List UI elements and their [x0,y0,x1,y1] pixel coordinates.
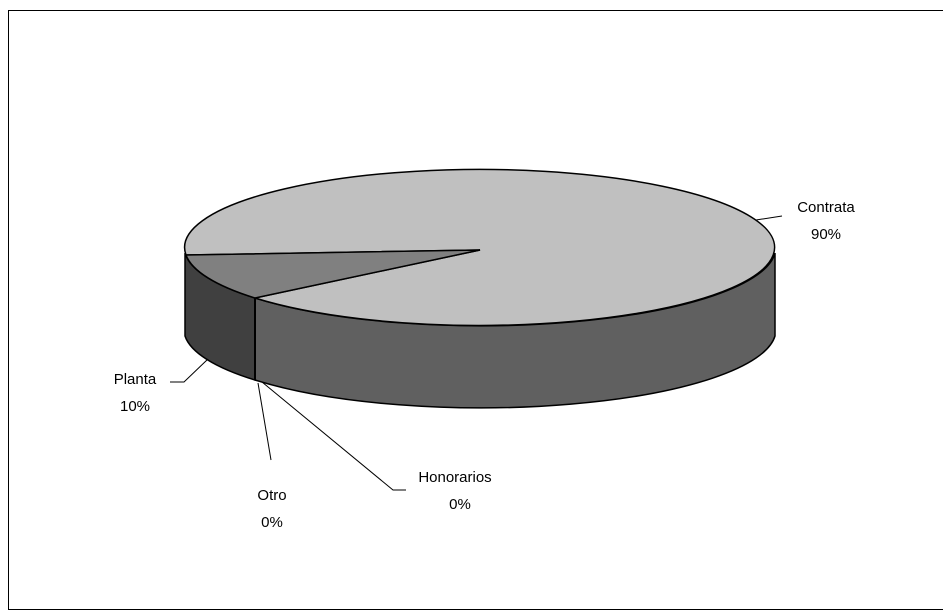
data-label-honorarios-name: Honorarios [418,469,491,486]
data-label-planta-name: Planta [114,371,157,388]
leader-line-planta [170,358,209,383]
leader-line-honorarios [261,381,406,491]
data-label-honorarios-pct: 0% [449,496,471,513]
data-label-contrata-pct: 90% [811,226,841,243]
data-label-otro-pct: 0% [261,514,283,531]
pie-slice-planta [184,249,481,299]
data-label-contrata-name: Contrata [797,199,855,216]
pie-chart: Contrata 90% Planta 10% Honorarios 0% Ot… [114,168,855,531]
leader-line-contrata [755,215,783,221]
pie-slice-contrata [183,168,776,327]
leader-line-otro [257,382,272,461]
data-label-planta-pct: 10% [120,398,150,415]
data-label-otro-name: Otro [257,487,286,504]
